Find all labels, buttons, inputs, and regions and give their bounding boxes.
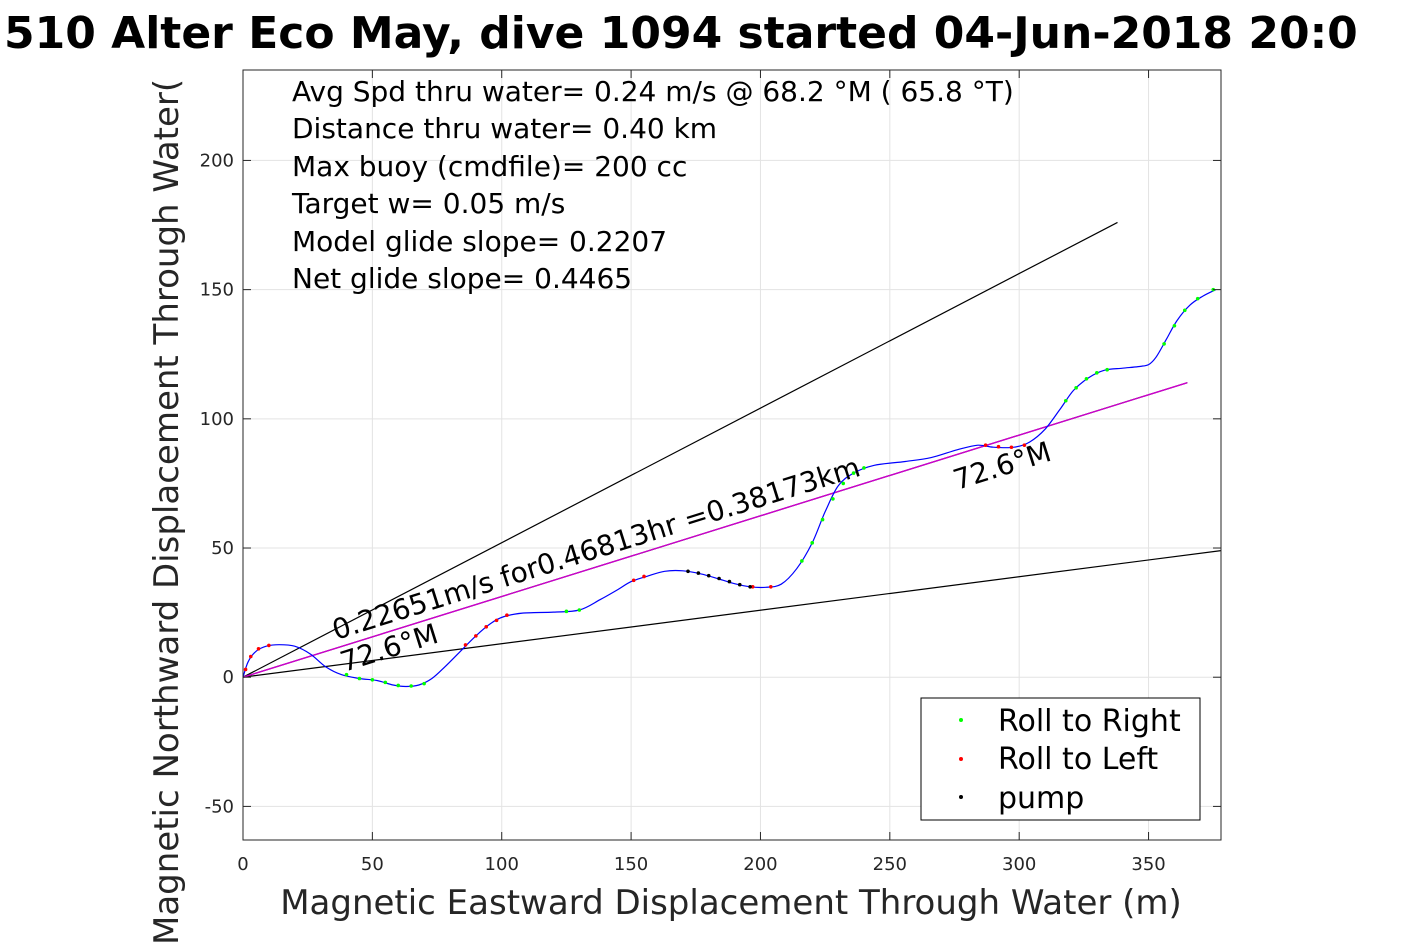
legend-marker-pump [959,795,963,799]
roll-left-point [267,643,271,648]
roll-left-point [494,618,499,623]
roll-right-point [577,608,582,612]
roll-right-point [810,541,815,545]
stat-distance: Distance thru water= 0.40 km [292,112,717,145]
stats-block: Avg Spd thru water= 0.24 m/s @ 68.2 °M (… [291,75,1014,295]
roll-right-point [1172,324,1177,328]
roll-left-point [474,634,478,638]
roll-right-point [344,672,349,677]
legend-marker-roll-left [959,757,963,761]
pump-point [717,576,721,581]
stat-avg-speed: Avg Spd thru water= 0.24 m/s @ 68.2 °M (… [292,75,1014,108]
chart-title: 510 Alter Eco May, dive 1094 started 04-… [4,8,1358,59]
legend-label-roll-right: Roll to Right [998,704,1181,739]
roll-right-point [851,471,856,475]
roll-right-point [564,609,569,614]
roll-left-point [1022,443,1027,447]
roll-right-point [357,676,362,681]
roll-left-point [463,643,468,647]
x-tick-label: 200 [743,854,777,875]
roll-right-point [800,559,804,563]
roll-right-point [396,683,401,688]
pump-point [706,573,711,578]
roll-left-point [750,584,755,589]
roll-right-point [841,481,846,486]
net-track-line [242,381,1188,678]
roll-left-point [505,613,509,618]
x-tick-label: 250 [873,854,907,875]
y-tick-label: -50 [205,796,234,817]
plot-frame [242,69,1222,841]
roll-left-point [996,444,1001,449]
roll-right-point [862,466,866,470]
y-tick-label: 50 [211,538,234,559]
y-tick-label: 200 [200,150,234,171]
stat-max-buoy: Max buoy (cmdfile)= 200 cc [292,150,687,183]
roll-left-point [983,443,988,447]
axis-ticks: 0 50 100 150 200 250 300 350 -50 0 50 100 150 200 [200,70,1221,875]
roll-left-point [769,584,773,589]
pump-point [696,571,701,575]
roll-left-point [248,654,253,659]
roll-right-point [1063,398,1068,403]
roll-right-point [1084,376,1089,381]
roll-right-point [1074,386,1078,390]
y-tick-label: 100 [200,409,234,430]
legend: Roll to Right Roll to Left pump [920,697,1201,821]
y-tick-label: 150 [200,280,234,301]
roll-left-point [256,646,261,651]
x-axis-label: Magnetic Eastward Displacement Through W… [280,883,1182,923]
roll-right-point [1095,371,1099,375]
y-axis-label: Magnetic Northward Displacement Through … [147,79,187,945]
roll-right-point [831,497,835,501]
stat-target-w: Target w= 0.05 m/s [291,187,565,220]
x-tick-label: 350 [1131,854,1165,875]
roll-right-point [1105,367,1109,372]
roll-left-point [484,625,489,629]
x-tick-label: 300 [1002,854,1036,875]
legend-label-roll-left: Roll to Left [998,742,1158,777]
x-tick-label: 50 [361,854,384,875]
legend-label-pump: pump [998,781,1084,816]
pump-point [748,584,752,589]
pump-point [727,579,732,584]
roll-right-point [1162,342,1166,346]
roll-left-point [1009,445,1014,450]
roll-right-point [370,677,375,682]
legend-box [920,697,1201,821]
reference-lines [242,221,1222,678]
stat-net-glide-slope: Net glide slope= 0.4465 [292,262,632,295]
stat-model-glide-slope: Model glide slope= 0.2207 [292,225,667,258]
legend-marker-roll-right [959,718,963,722]
glide-line-lower [242,550,1222,678]
roll-left-point [243,667,248,672]
roll-right-point [409,684,413,688]
roll-right-point [383,680,388,685]
roll-right-point [820,517,825,522]
roll-right-point [1195,296,1200,301]
grid-lines [242,70,1221,840]
roll-left-point [642,574,646,579]
x-tick-label: 100 [485,854,519,875]
y-tick-label: 0 [223,667,234,688]
roll-points [243,287,1216,688]
pump-point [686,569,690,574]
x-tick-label: 150 [614,854,648,875]
roll-right-point [422,681,426,686]
glide-line-upper [242,221,1118,678]
pump-point [737,582,742,587]
x-tick-label: 0 [237,854,248,875]
roll-right-point [1182,308,1187,313]
roll-left-point [631,578,636,583]
